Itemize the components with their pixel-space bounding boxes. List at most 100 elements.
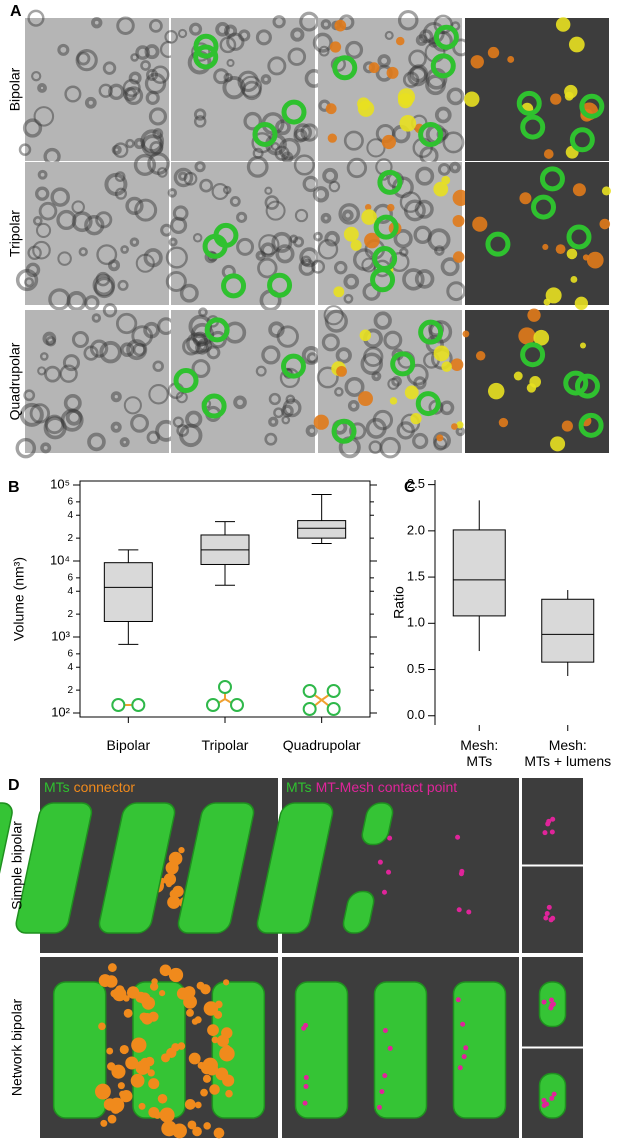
texture: [377, 54, 391, 68]
connector: [188, 1052, 201, 1065]
texture: [99, 340, 122, 364]
icon: [111, 698, 126, 712]
texture: [91, 16, 103, 29]
y-tick-label: 10³: [51, 628, 70, 643]
mt: [433, 24, 459, 50]
mesh: [361, 209, 377, 225]
texture: [299, 11, 320, 32]
mesh: [364, 232, 380, 249]
mesh: [599, 218, 611, 230]
texture: [195, 340, 210, 355]
mt: [252, 121, 278, 147]
texture: [274, 145, 290, 161]
texture: [116, 16, 135, 35]
texture: [343, 273, 360, 290]
mesh: [487, 46, 500, 59]
contact: [550, 816, 556, 822]
connector: [107, 963, 117, 972]
texture: [323, 305, 344, 326]
texture: [78, 247, 88, 257]
texture: [65, 409, 83, 426]
texture: [37, 83, 47, 93]
contact: [543, 915, 549, 921]
texture: [268, 392, 281, 406]
texture: [32, 216, 43, 226]
image-tile: [465, 18, 609, 161]
texture: [186, 332, 209, 355]
mt: [332, 55, 358, 81]
texture: [333, 260, 348, 275]
texture: [165, 270, 187, 293]
connector: [112, 987, 127, 1002]
texture: [98, 83, 113, 98]
texture: [255, 29, 272, 46]
contact: [387, 835, 393, 841]
texture: [93, 277, 115, 299]
connector: [187, 1120, 197, 1130]
connector: [131, 1037, 147, 1053]
texture: [194, 161, 206, 173]
texture: [75, 49, 98, 72]
texture: [433, 14, 453, 35]
texture: [89, 339, 109, 358]
connector: [203, 1122, 211, 1130]
texture: [148, 18, 163, 33]
texture: [50, 187, 70, 207]
texture: [387, 377, 400, 390]
texture: [108, 83, 125, 101]
mt: [520, 342, 546, 368]
row-label: Simple bipolar: [9, 821, 25, 910]
texture: [278, 137, 301, 160]
texture: [125, 138, 135, 149]
texture: [226, 32, 245, 51]
texture: [122, 87, 138, 102]
mesh: [542, 243, 549, 251]
texture: [328, 180, 341, 193]
y-tick-label: 4: [67, 586, 73, 597]
texture: [215, 22, 230, 37]
texture: [15, 437, 37, 459]
texture: [37, 366, 47, 376]
texture: [177, 28, 188, 39]
x-tick-label: Mesh:: [549, 737, 587, 753]
connector: [200, 1088, 208, 1097]
texture: [40, 442, 52, 454]
connector: [107, 1062, 116, 1071]
texture: [431, 30, 453, 52]
mesh: [462, 330, 470, 338]
texture: [59, 364, 78, 383]
connector: [172, 885, 184, 898]
mt: [193, 33, 219, 59]
texture: [343, 130, 364, 151]
texture: [120, 245, 129, 254]
texture: [449, 161, 461, 174]
texture: [422, 22, 445, 44]
texture: [338, 203, 361, 225]
mesh: [433, 345, 450, 362]
texture: [124, 86, 144, 106]
texture: [313, 231, 323, 242]
connector: [98, 1022, 106, 1031]
texture: [389, 251, 410, 273]
connector: [209, 1084, 220, 1095]
texture: [84, 215, 105, 236]
mt: [0, 802, 13, 934]
texture: [15, 268, 39, 292]
mt: [563, 370, 589, 396]
mt: [201, 393, 227, 419]
connector: [178, 847, 185, 854]
texture: [399, 191, 422, 213]
texture: [119, 437, 130, 448]
texture: [360, 352, 383, 376]
contact: [377, 859, 383, 865]
mesh: [570, 276, 578, 283]
texture: [223, 24, 238, 38]
connector: [140, 1057, 151, 1068]
y-tick-label: 4: [67, 662, 73, 673]
texture: [144, 72, 167, 95]
contact: [376, 1104, 382, 1110]
mesh: [404, 385, 419, 400]
texture: [145, 90, 160, 105]
texture: [19, 402, 44, 427]
texture: [252, 147, 264, 159]
